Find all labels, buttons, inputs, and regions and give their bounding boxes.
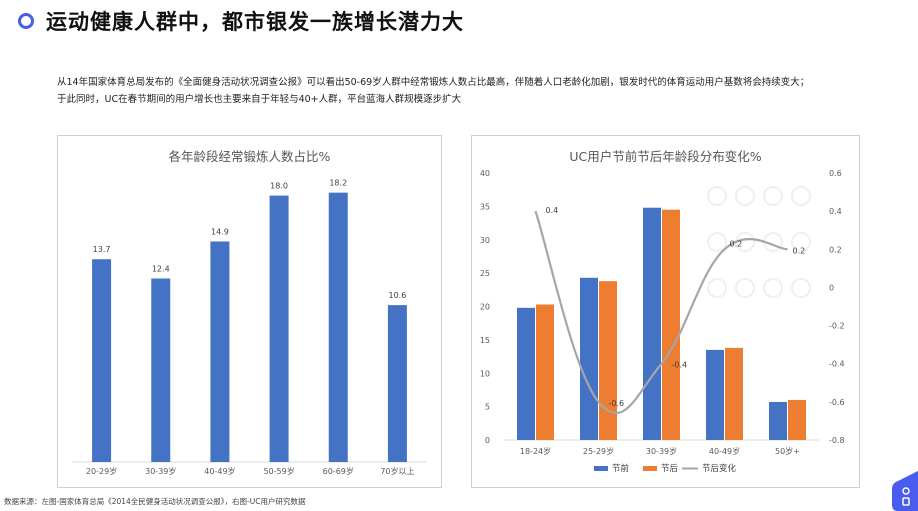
description-line-2: 于此同时，UC在春节期间的用户增长也主要来自于年轻与40+人群，平台蓝海人群规模… (57, 94, 462, 105)
y-left-tick-label: 5 (485, 403, 490, 412)
page-title: 运动健康人群中，都市银发一族增长潜力大 (46, 10, 464, 34)
decor-circle-icon (791, 232, 811, 252)
legend-label-2: 节后 (661, 463, 679, 474)
decor-circle-icon (707, 232, 727, 252)
bar-series-2 (725, 347, 743, 440)
y-left-tick-label: 20 (480, 303, 490, 312)
title-ring-icon (18, 13, 34, 29)
bar-series-2 (599, 281, 617, 440)
bar-value-label: 18.0 (270, 182, 288, 191)
bar-value-label: 10.6 (389, 291, 407, 300)
y-left-tick-label: 30 (480, 236, 490, 245)
left-chart-title: 各年龄段经常锻炼人数占比% (168, 149, 331, 164)
y-right-tick-label: -0.6 (829, 398, 845, 407)
x-tick-label: 18-24岁 (520, 446, 551, 456)
bar-series-1 (706, 349, 724, 440)
right-chart-title: UC用户节前节后年龄段分布变化% (569, 149, 762, 164)
line-value-label: 0.2 (793, 246, 806, 255)
line-series-3 (534, 210, 788, 415)
y-right-tick-label: -0.2 (829, 322, 845, 331)
bar (151, 278, 171, 462)
left-bar-chart: 13.7 20-29岁 12.4 30-39岁 14.9 40-49岁 18.0 50-59岁… (72, 179, 427, 476)
x-tick-label: 50岁+ (775, 446, 800, 456)
x-tick-label: 25-29岁 (583, 446, 614, 456)
corner-logo-icon (892, 471, 918, 511)
y-left-tick-label: 10 (480, 369, 490, 378)
line-value-label: -0.4 (672, 361, 688, 370)
y-left-tick-label: 25 (480, 269, 490, 278)
decor-circle-icon (763, 186, 783, 206)
bar-series-1 (769, 401, 787, 440)
y-right-tick-label: -0.8 (829, 436, 845, 445)
description: 从14年国家体育总局发布的《全面健身活动状况调查公报》可以看出50-69岁人群中… (57, 74, 857, 108)
bar (269, 195, 289, 462)
legend-swatch-2 (643, 466, 657, 471)
bar (92, 259, 112, 462)
data-source-note: 数据来源：左图-国家体育总局《2014全民健身活动状况调查公报》，右图-UC用户… (4, 497, 306, 506)
decor-circle-icon (707, 186, 727, 206)
bar-series-2 (662, 209, 680, 440)
bar-value-label: 14.9 (211, 227, 229, 236)
x-tick-label: 50-59岁 (263, 466, 294, 476)
x-tick-label: 40-49岁 (204, 466, 235, 476)
decor-circle-icon (763, 278, 783, 298)
decor-circle-icon (707, 278, 727, 298)
line-value-label: 0.2 (730, 239, 743, 248)
bar-value-label: 12.4 (152, 264, 170, 273)
decor-circle-icon (735, 278, 755, 298)
bar-series-2 (788, 399, 806, 440)
bar-series-1 (643, 207, 661, 440)
bar (210, 241, 230, 462)
bar (387, 305, 407, 462)
x-tick-label: 60-69岁 (323, 466, 354, 476)
description-line-1: 从14年国家体育总局发布的《全面健身活动状况调查公报》可以看出50-69岁人群中… (57, 77, 810, 88)
bar-series-1 (517, 307, 535, 440)
y-right-tick-label: 0.4 (829, 207, 842, 216)
decor-circle-icon (791, 278, 811, 298)
y-left-tick-label: 0 (485, 436, 490, 445)
bar (328, 192, 348, 462)
decor-circle-icon (791, 186, 811, 206)
bar-value-label: 18.2 (329, 179, 347, 188)
page-header: 运动健康人群中，都市银发一族增长潜力大 (18, 6, 464, 36)
y-left-tick-label: 15 (480, 336, 490, 345)
legend-swatch-1 (594, 466, 608, 471)
y-right-tick-label: 0.2 (829, 245, 842, 254)
x-tick-label: 30-39岁 (646, 446, 677, 456)
y-right-tick-label: 0.6 (829, 169, 842, 178)
legend-label-1: 节前 (612, 463, 630, 474)
line-value-label: 0.4 (546, 206, 559, 215)
legend-label-3: 节后变化 (702, 463, 737, 474)
bar-value-label: 13.7 (93, 245, 111, 254)
decor-circle-icon (735, 186, 755, 206)
bar-series-2 (536, 304, 554, 440)
y-left-tick-label: 40 (480, 169, 490, 178)
y-right-tick-label: -0.4 (829, 360, 845, 369)
right-chart-panel: UC用户节前节后年龄段分布变化% 0 5 10 15 20 25 30 35 40 -0.8 -0.… (471, 135, 860, 488)
x-tick-label: 40-49岁 (709, 446, 740, 456)
x-tick-label: 20-29岁 (86, 466, 117, 476)
y-left-tick-label: 35 (480, 202, 490, 211)
y-right-tick-label: 0 (829, 283, 834, 292)
bar-series-1 (580, 277, 598, 440)
right-combo-chart: 0 5 10 15 20 25 30 35 40 -0.8 -0.6 -0.4 -0.2 0 0.2 0.4 0… (480, 169, 845, 474)
line-value-label: -0.6 (609, 399, 625, 408)
x-tick-label: 30-39岁 (145, 466, 176, 476)
left-chart-panel: 各年龄段经常锻炼人数占比% 13.7 20-29岁 12.4 30-39岁 14.9 40… (57, 135, 442, 488)
x-tick-label: 70岁以上 (380, 466, 414, 476)
